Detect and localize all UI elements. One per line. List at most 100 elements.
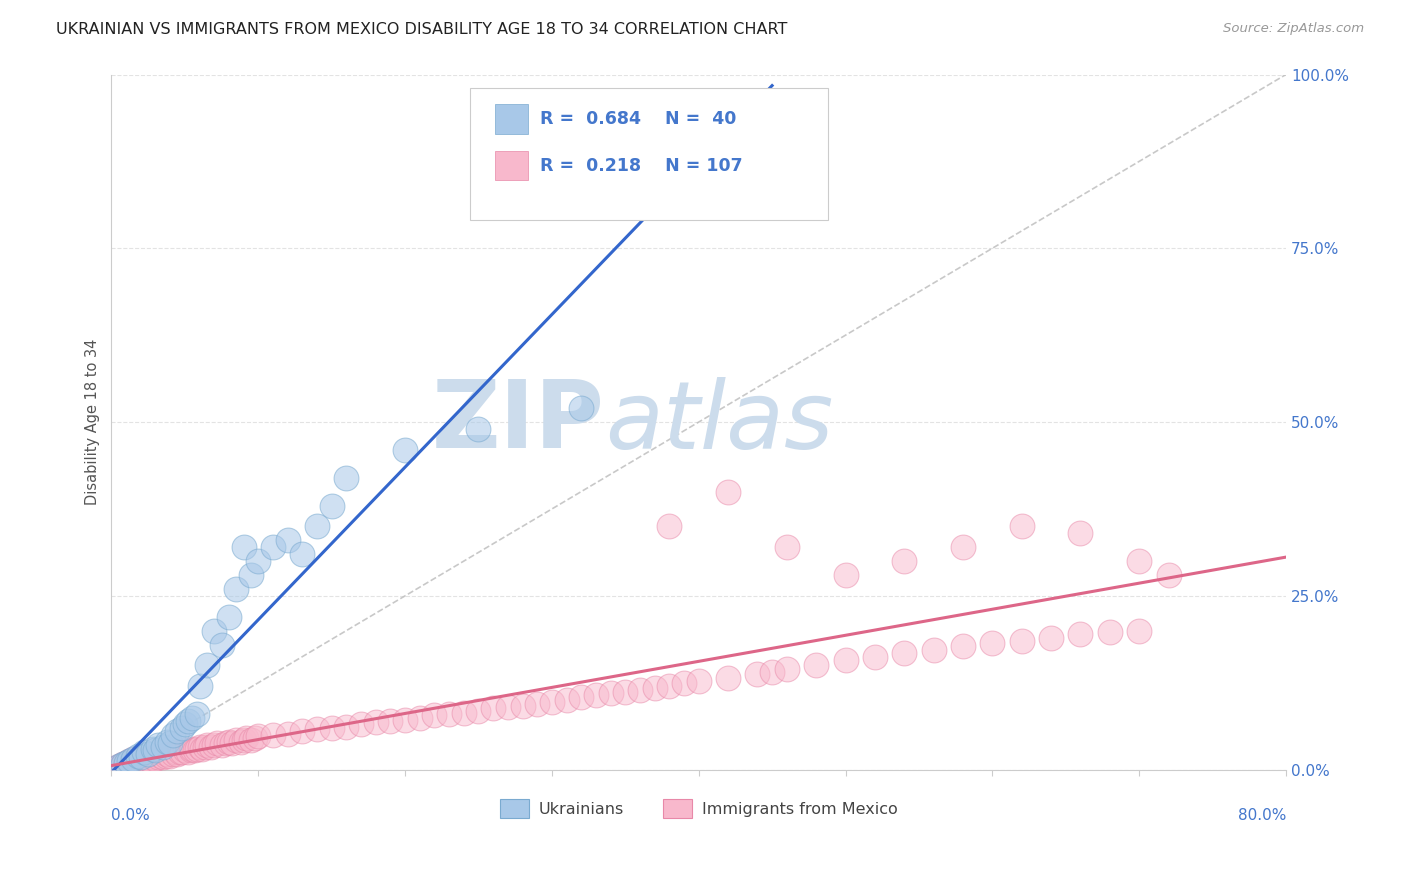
Point <box>177 714 200 728</box>
Point <box>239 733 262 747</box>
Point <box>672 675 695 690</box>
Point <box>202 739 225 753</box>
Point <box>132 754 155 768</box>
Point <box>262 540 284 554</box>
Legend: Ukrainians, Immigrants from Mexico: Ukrainians, Immigrants from Mexico <box>494 793 904 824</box>
Point <box>195 739 218 753</box>
Point <box>177 745 200 759</box>
Text: 0.0%: 0.0% <box>111 808 150 823</box>
Point <box>118 754 141 768</box>
Point <box>125 756 148 770</box>
Point <box>526 697 548 711</box>
Point <box>893 646 915 660</box>
Point <box>247 729 270 743</box>
Point <box>1069 526 1091 541</box>
Point <box>981 636 1004 650</box>
Point <box>166 747 188 762</box>
Point <box>148 739 170 753</box>
Point <box>170 721 193 735</box>
Point <box>118 754 141 768</box>
Point <box>194 740 217 755</box>
Point <box>186 741 208 756</box>
Point <box>152 740 174 755</box>
Point <box>162 728 184 742</box>
Point <box>569 401 592 416</box>
Point <box>235 731 257 746</box>
Point <box>188 679 211 693</box>
Point <box>225 582 247 596</box>
Point <box>148 750 170 764</box>
Point <box>541 694 564 708</box>
Point <box>467 704 489 718</box>
Point <box>202 624 225 638</box>
Point <box>200 740 222 755</box>
Point <box>1098 625 1121 640</box>
Point <box>1040 631 1063 645</box>
Point <box>291 724 314 739</box>
Point <box>156 747 179 762</box>
Point <box>165 745 187 759</box>
Y-axis label: Disability Age 18 to 34: Disability Age 18 to 34 <box>86 339 100 505</box>
Text: 80.0%: 80.0% <box>1237 808 1286 823</box>
Point <box>127 748 149 763</box>
Point <box>145 743 167 757</box>
Text: UKRAINIAN VS IMMIGRANTS FROM MEXICO DISABILITY AGE 18 TO 34 CORRELATION CHART: UKRAINIAN VS IMMIGRANTS FROM MEXICO DISA… <box>56 22 787 37</box>
Point <box>162 747 184 762</box>
Point <box>717 671 740 685</box>
Point <box>1157 568 1180 582</box>
Point <box>166 724 188 739</box>
Point <box>350 717 373 731</box>
Point <box>232 540 254 554</box>
Point <box>893 554 915 568</box>
Point <box>211 638 233 652</box>
Point <box>437 706 460 721</box>
Point <box>569 690 592 704</box>
Point <box>218 735 240 749</box>
Point <box>453 706 475 720</box>
Point <box>232 733 254 747</box>
Text: atlas: atlas <box>605 376 832 467</box>
Point <box>1128 624 1150 638</box>
Point <box>104 760 127 774</box>
Point <box>225 733 247 747</box>
Point <box>247 554 270 568</box>
Point <box>173 743 195 757</box>
Point <box>211 739 233 753</box>
Point <box>394 442 416 457</box>
Point <box>127 754 149 768</box>
Point <box>132 745 155 759</box>
Point <box>335 720 357 734</box>
Point <box>922 643 945 657</box>
Point <box>614 685 637 699</box>
Point <box>1011 634 1033 648</box>
Point <box>141 741 163 756</box>
Point <box>159 748 181 763</box>
Point <box>496 700 519 714</box>
Text: ZIP: ZIP <box>432 376 605 468</box>
Text: R =  0.218    N = 107: R = 0.218 N = 107 <box>540 157 742 175</box>
Point <box>156 735 179 749</box>
Point <box>111 757 134 772</box>
Point <box>423 708 446 723</box>
Point <box>277 726 299 740</box>
Point <box>585 688 607 702</box>
Point <box>628 682 651 697</box>
Point <box>364 715 387 730</box>
Point <box>305 519 328 533</box>
Point <box>863 650 886 665</box>
Point <box>136 747 159 762</box>
Point <box>112 757 135 772</box>
Point <box>761 665 783 680</box>
Point <box>115 756 138 770</box>
FancyBboxPatch shape <box>470 88 828 220</box>
Point <box>159 736 181 750</box>
Point <box>122 752 145 766</box>
Point <box>335 471 357 485</box>
Point <box>107 759 129 773</box>
FancyBboxPatch shape <box>495 151 529 180</box>
Point <box>834 653 856 667</box>
Point <box>150 748 173 763</box>
Point <box>952 639 974 653</box>
Point <box>747 666 769 681</box>
Point <box>173 717 195 731</box>
